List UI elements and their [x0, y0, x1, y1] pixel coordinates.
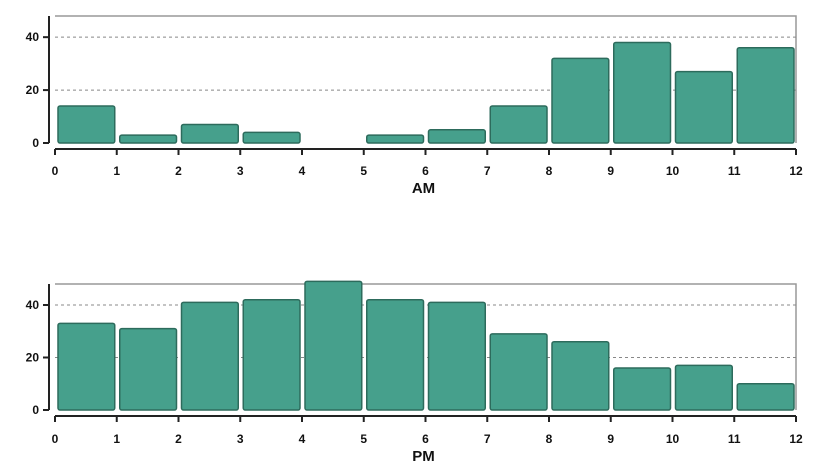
am-x-tick-label-3: 3: [237, 164, 244, 178]
pm-x-tick-label-9: 9: [607, 432, 614, 446]
am-x-tick-label-0: 0: [52, 164, 59, 178]
pm-plot-frame: [55, 283, 797, 410]
pm-bar-3: [242, 299, 301, 411]
am-x-tick-label-1: 1: [113, 164, 120, 178]
am-bar-8: [551, 57, 610, 144]
pm-x-axis-label: PM: [412, 448, 435, 465]
am-x-tick-label-5: 5: [360, 164, 367, 178]
pm-bar-1: [119, 327, 178, 411]
am-bar-10: [674, 70, 733, 144]
pm-bar-2: [180, 301, 239, 411]
pm-x-tick-label-5: 5: [360, 432, 367, 446]
pm-y-tick-label-40: 40: [26, 298, 40, 312]
pm-x-tick-label-4: 4: [299, 432, 306, 446]
pm-x-tick-label-8: 8: [546, 432, 553, 446]
am-plot-frame: [55, 15, 797, 143]
pm-x-tick-label-0: 0: [52, 432, 59, 446]
am-bar-0: [57, 105, 116, 144]
am-bar-3: [242, 131, 301, 144]
am-x-tick-label-2: 2: [175, 164, 182, 178]
pm-x-tick-label-3: 3: [237, 432, 244, 446]
am-bar-6: [427, 129, 486, 144]
am-y-tick-label-20: 20: [26, 83, 40, 97]
pm-bar-6: [427, 301, 486, 411]
am-x-tick-label-10: 10: [666, 164, 680, 178]
pm-bar-0: [57, 322, 116, 411]
am-x-tick-label-6: 6: [422, 164, 429, 178]
am-bar-11: [736, 47, 795, 144]
pm-x-tick-label-2: 2: [175, 432, 182, 446]
am-x-axis-label: AM: [412, 180, 435, 197]
pm-bar-7: [489, 333, 548, 411]
pm-bar-5: [366, 299, 425, 411]
am-y-tick-label-40: 40: [26, 30, 40, 44]
pm-bar-8: [551, 341, 610, 411]
pm-bar-11: [736, 383, 795, 411]
pm-y-tick-label-0: 0: [32, 403, 39, 417]
am-y-tick-label-0: 0: [32, 136, 39, 150]
am-bar-7: [489, 105, 548, 144]
am-x-tick-label-8: 8: [546, 164, 553, 178]
pm-x-tick-label-11: 11: [728, 432, 741, 446]
pm-x-tick-label-1: 1: [113, 432, 120, 446]
pm-x-tick-label-7: 7: [484, 432, 491, 446]
am-x-tick-label-4: 4: [299, 164, 306, 178]
pm-x-tick-label-6: 6: [422, 432, 429, 446]
am-bar-2: [180, 123, 239, 144]
pm-bar-10: [674, 364, 733, 411]
pm-y-tick-label-20: 20: [26, 351, 40, 365]
pm-bar-9: [613, 367, 672, 411]
pm-bar-4: [304, 280, 363, 411]
pm-x-tick-label-12: 12: [789, 432, 803, 446]
am-x-tick-label-7: 7: [484, 164, 491, 178]
am-bar-9: [613, 41, 672, 144]
am-x-tick-label-9: 9: [607, 164, 614, 178]
am-x-tick-label-11: 11: [728, 164, 741, 178]
am-bar-5: [366, 134, 425, 144]
pm-x-tick-label-10: 10: [666, 432, 680, 446]
am-bar-1: [119, 134, 178, 144]
am-x-tick-label-12: 12: [789, 164, 803, 178]
